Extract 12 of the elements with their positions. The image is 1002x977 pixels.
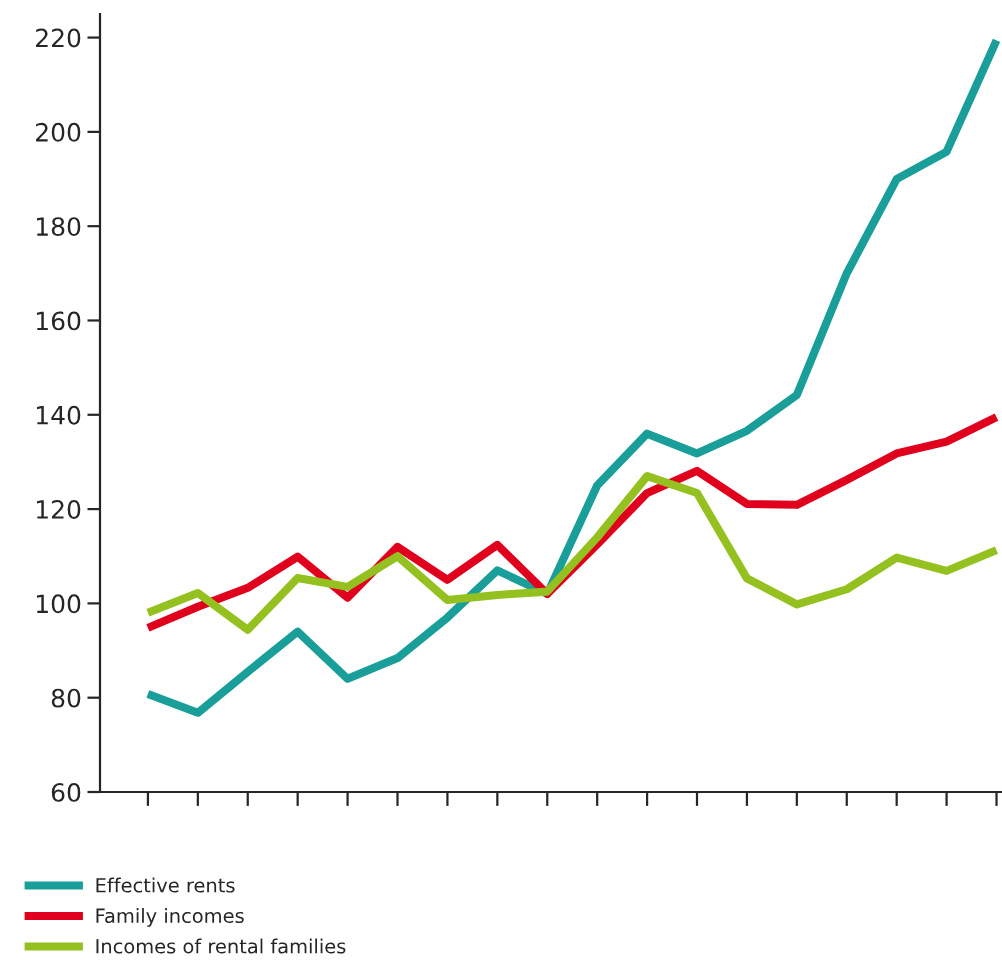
y-tick-label: 160 (36, 311, 81, 331)
y-tick-label: 120 (36, 500, 81, 519)
y-tick-label: 60 (51, 782, 81, 802)
y-tick-label: 200 (36, 122, 81, 142)
legend-label: Family incomes (96, 908, 244, 927)
y-tick-label: 140 (36, 405, 81, 425)
legend-label: Effective rents (96, 877, 235, 893)
y-tick-label: 180 (36, 217, 81, 237)
legend-label: Incomes of rental families (96, 938, 346, 954)
y-tick-label: 80 (51, 688, 81, 708)
y-tick-label: 220 (36, 28, 81, 48)
y-tick-label: 100 (36, 594, 81, 614)
